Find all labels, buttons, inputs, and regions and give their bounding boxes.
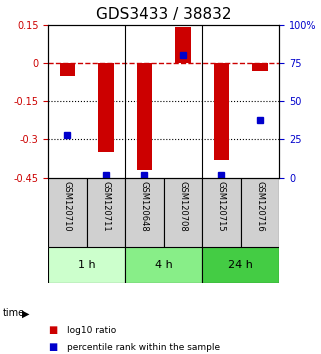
Bar (202, 247, 279, 283)
Bar (98, 63, 114, 152)
Bar (202, 178, 241, 247)
Text: 1 h: 1 h (78, 260, 95, 270)
Bar (214, 63, 229, 160)
Text: 4 h: 4 h (155, 260, 173, 270)
Bar (60, 63, 75, 76)
Text: ■: ■ (48, 325, 57, 335)
Text: GSM120711: GSM120711 (101, 181, 110, 232)
Bar (48, 247, 125, 283)
Bar (137, 63, 152, 170)
Text: GSM120710: GSM120710 (63, 181, 72, 232)
Text: time: time (3, 308, 25, 318)
Bar (252, 63, 268, 71)
Text: GSM120715: GSM120715 (217, 181, 226, 232)
Text: percentile rank within the sample: percentile rank within the sample (67, 343, 221, 352)
Text: ■: ■ (48, 342, 57, 352)
Text: ▶: ▶ (22, 308, 29, 318)
Bar (241, 178, 279, 247)
Bar (164, 178, 202, 247)
Text: GSM120716: GSM120716 (256, 181, 265, 232)
Bar (125, 178, 164, 247)
Text: GSM120648: GSM120648 (140, 181, 149, 232)
Text: GSM120708: GSM120708 (178, 181, 187, 232)
Bar (175, 27, 191, 63)
Text: log10 ratio: log10 ratio (67, 326, 117, 335)
Bar (87, 178, 125, 247)
Text: 24 h: 24 h (228, 260, 253, 270)
Bar (125, 247, 202, 283)
Bar (48, 178, 87, 247)
Title: GDS3433 / 38832: GDS3433 / 38832 (96, 7, 231, 22)
